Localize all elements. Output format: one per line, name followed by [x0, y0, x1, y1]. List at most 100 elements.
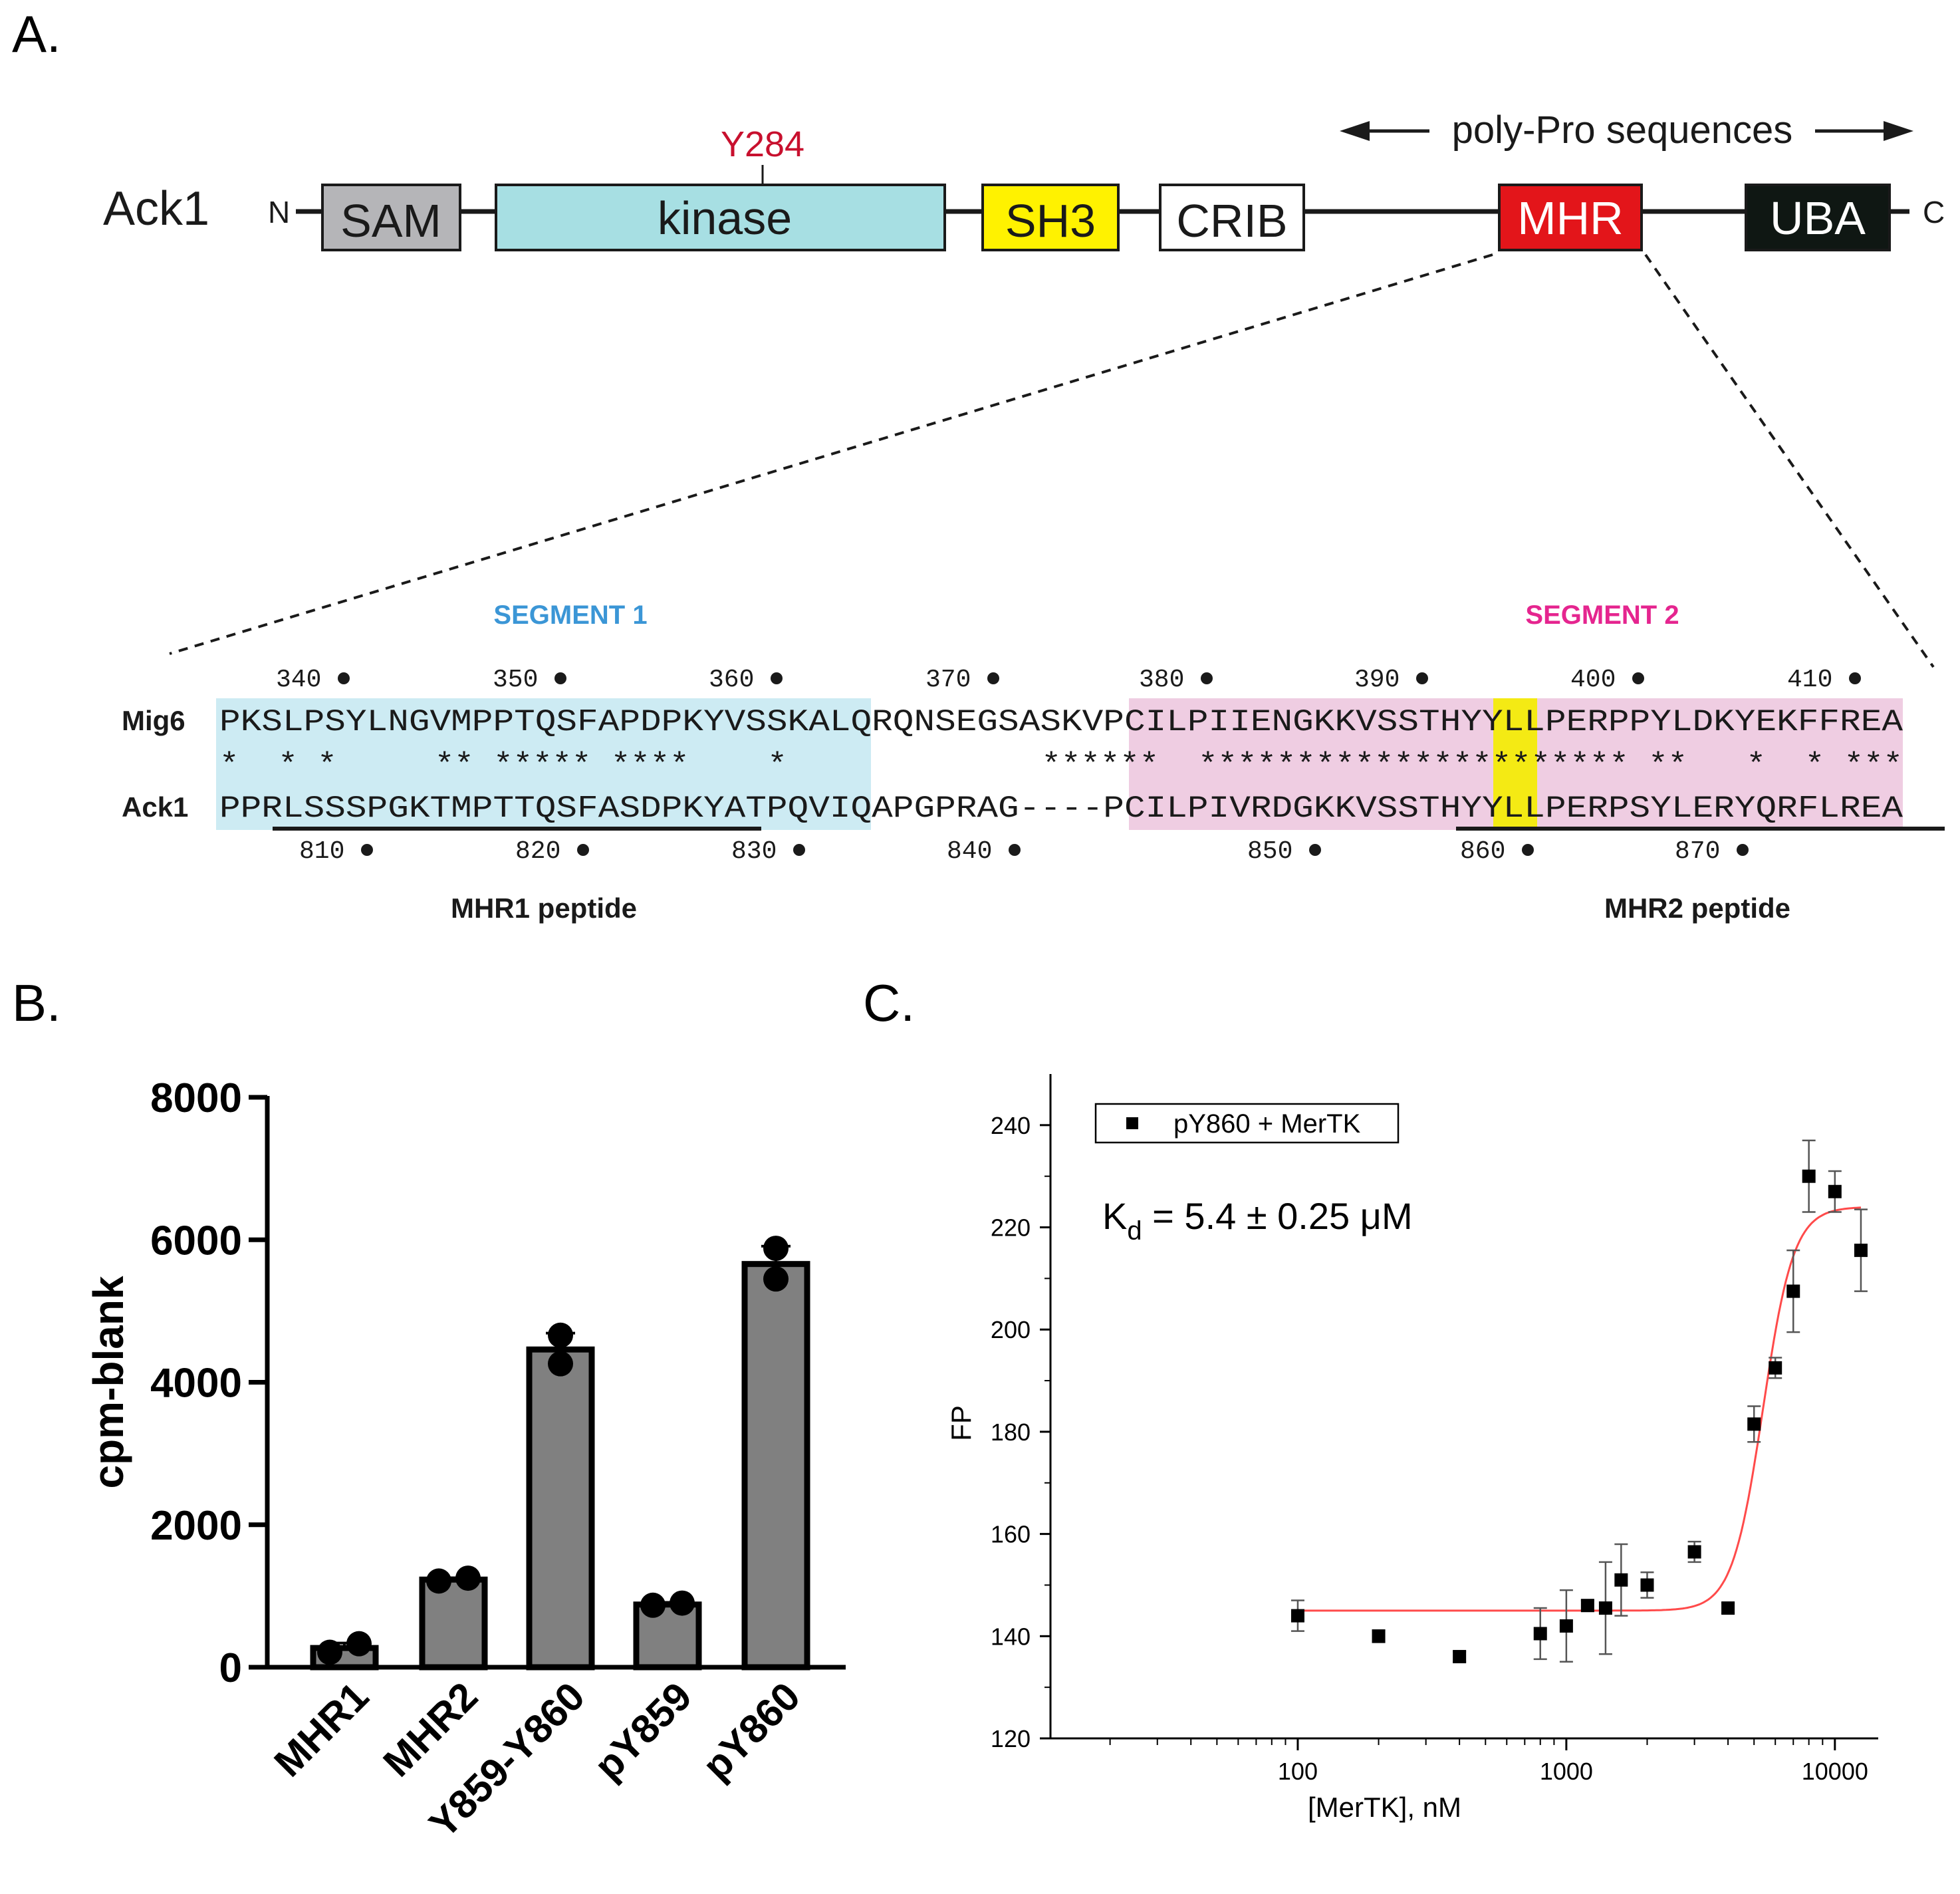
data-point [346, 1631, 372, 1657]
number-dot [1309, 844, 1321, 856]
number-dot [1737, 844, 1749, 856]
protein-name: Ack1 [103, 182, 209, 235]
data-point [763, 1236, 789, 1262]
kd-subscript: d [1127, 1216, 1142, 1246]
data-point [1640, 1578, 1654, 1592]
domain-uba: UBA [1745, 184, 1891, 251]
domain-mhr-box [1498, 184, 1643, 251]
poly-pro-right-arrowhead [1884, 121, 1913, 141]
y-tick-label: 220 [991, 1214, 1031, 1242]
number-dot [793, 844, 805, 856]
domain-sam-label: SAM [340, 195, 441, 247]
mig6-number: 340 [276, 666, 321, 694]
ack1-number: 850 [1247, 837, 1292, 866]
data-point [548, 1351, 573, 1377]
number-dot [1522, 844, 1534, 856]
number-dot [338, 672, 350, 684]
data-point [1786, 1284, 1800, 1298]
data-point [1828, 1184, 1842, 1198]
mhr1-peptide-label: MHR1 peptide [451, 892, 637, 924]
legend-label: pY860 + MerTK [1173, 1109, 1361, 1139]
data-point [1721, 1601, 1735, 1615]
data-point [1747, 1417, 1761, 1431]
data-point [763, 1266, 789, 1292]
poly-pro-annotation: poly-Pro sequences [1340, 108, 1913, 152]
x-category-label: pY860 [694, 1674, 808, 1788]
y-tick-label: 4000 [150, 1361, 242, 1407]
x-tick-label: 1000 [1540, 1758, 1593, 1785]
ack1-number: 820 [515, 837, 560, 866]
y284-site-label: Y284 [721, 124, 804, 164]
x-category-label: pY859 [586, 1674, 700, 1788]
kd-annotation: Kd = 5.4 ± 0.25 μM [1102, 1195, 1413, 1246]
binding-curve-chart: 120 140 160 180 200 220 240 100 1000 10000 [MerTK]… [945, 1074, 1878, 1823]
data-point [1580, 1599, 1594, 1613]
domain-mhr: MHR [1498, 184, 1643, 251]
number-dot [771, 672, 783, 684]
domain-sam-box [321, 184, 461, 251]
mig6-number: 350 [493, 666, 538, 694]
y-tick-label: 120 [991, 1725, 1031, 1752]
data-point [1614, 1573, 1628, 1587]
domain-kinase-label: kinase [658, 192, 792, 244]
ack1-number: 840 [947, 837, 992, 866]
data-point [1533, 1627, 1547, 1641]
x-category-label: MHR1 [266, 1674, 378, 1786]
domain-crib-label: CRIB [1176, 195, 1287, 247]
data-point [1598, 1601, 1612, 1615]
domain-sh3: SH3 [981, 184, 1120, 251]
poly-pro-left-arrowhead [1340, 121, 1370, 141]
ack1-number: 860 [1460, 837, 1505, 866]
mig6-number: 380 [1139, 666, 1184, 694]
segment-1-title: SEGMENT 1 [493, 601, 647, 630]
panel-c-label: C. [863, 974, 915, 1032]
zoom-line-left [169, 253, 1493, 655]
number-dot [1849, 672, 1861, 684]
fit-curve [1297, 1206, 1862, 1612]
data-point [1372, 1629, 1386, 1643]
data-point [640, 1592, 666, 1618]
ack1-row-label: Ack1 [122, 791, 188, 823]
x-axis-label: [MerTK], nM [1308, 1792, 1461, 1823]
number-dot [1632, 672, 1644, 684]
domain-kinase-box [495, 184, 946, 251]
number-dot [577, 844, 589, 856]
mig6-number: 360 [709, 666, 754, 694]
y-tick-label: 160 [991, 1521, 1031, 1548]
domain-kinase: kinase [495, 184, 946, 251]
y-tick-label: 0 [219, 1645, 242, 1691]
y-tick-label: 8000 [150, 1075, 242, 1121]
kd-symbol: K [1102, 1195, 1127, 1237]
legend-box [1094, 1103, 1400, 1144]
domain-sh3-label: SH3 [1005, 195, 1096, 247]
n-terminus-label: N [268, 195, 290, 229]
mhr2-peptide-label: MHR2 peptide [1604, 892, 1790, 924]
data-point [1854, 1244, 1868, 1258]
mig6-numbering: 340 350 360 370 380 390 400 410 [276, 666, 1861, 694]
data-point [1769, 1361, 1782, 1375]
yy-motif-highlight [1493, 698, 1537, 830]
conservation-line: * * * ** ***** **** * ****** ***********… [219, 748, 1903, 783]
segment-1-highlight [216, 698, 871, 830]
kd-value: = 5.4 ± 0.25 μM [1142, 1195, 1413, 1237]
ack1-number: 830 [731, 837, 777, 866]
y-tick-label: 180 [991, 1419, 1031, 1446]
y-tick-label: 240 [991, 1112, 1031, 1139]
bar [741, 1261, 810, 1671]
domain-sh3-box [981, 184, 1120, 251]
y-axis-label: FP [945, 1405, 977, 1441]
y-tick-label: 2000 [150, 1503, 242, 1549]
number-dot [554, 672, 566, 684]
ack1-sequence: PPRLSSSPGKTMPTTQSFASDPKYATPQVIQAPGPRAG--… [219, 791, 1903, 826]
bar [526, 1346, 595, 1671]
mig6-number: 400 [1570, 666, 1616, 694]
number-dot [987, 672, 999, 684]
number-dot [1009, 844, 1021, 856]
domain-mhr-label: MHR [1517, 192, 1623, 244]
data-point [1802, 1169, 1816, 1183]
c-terminus-label: C [1923, 195, 1945, 229]
panel-b-label: B. [12, 974, 61, 1032]
number-dot [1201, 672, 1213, 684]
domain-uba-label: UBA [1770, 192, 1866, 244]
